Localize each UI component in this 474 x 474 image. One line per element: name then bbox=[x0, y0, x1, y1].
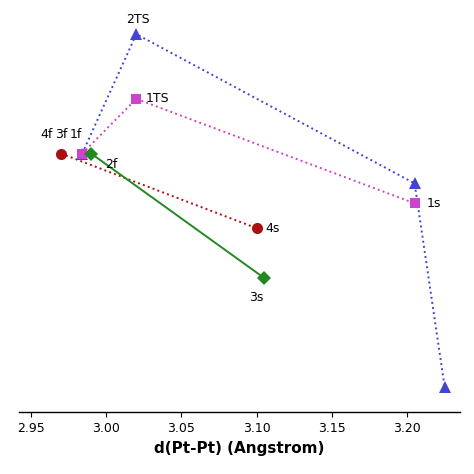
Text: 3s: 3s bbox=[249, 291, 264, 304]
Text: 1s: 1s bbox=[427, 197, 441, 210]
Text: 1TS: 1TS bbox=[146, 92, 169, 105]
X-axis label: d(Pt-Pt) (Angstrom): d(Pt-Pt) (Angstrom) bbox=[154, 441, 325, 456]
Text: 1f: 1f bbox=[70, 128, 82, 141]
Text: 4s: 4s bbox=[266, 222, 280, 235]
Text: 2TS: 2TS bbox=[126, 13, 150, 26]
Text: 4f: 4f bbox=[40, 128, 53, 141]
Text: 3f: 3f bbox=[55, 128, 67, 141]
Text: 2f: 2f bbox=[105, 157, 117, 171]
